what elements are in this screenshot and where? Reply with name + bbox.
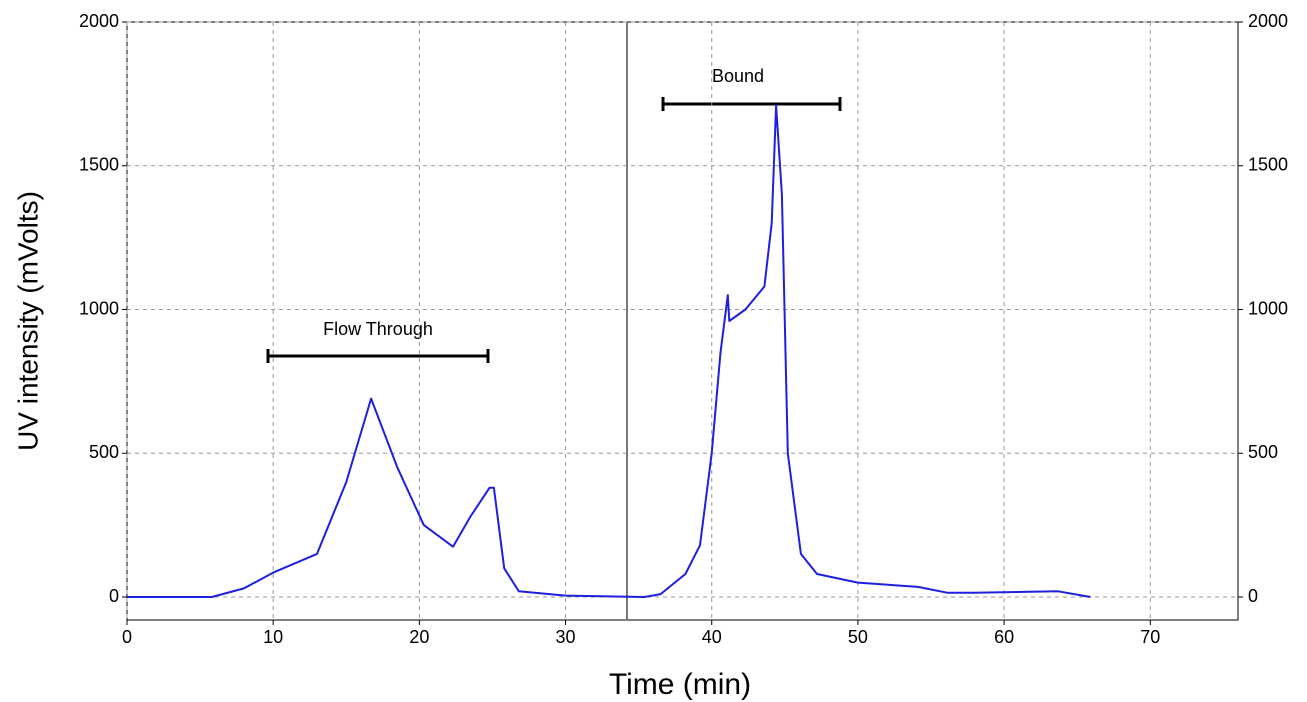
y2-tick-label: 2000 [1248,11,1288,31]
x-axis-label: Time (min) [609,668,751,701]
annotation-flow-through: Flow Through [266,319,490,363]
y-tick-label: 1000 [79,298,119,318]
annotation: Bound [712,66,764,86]
y2-tick-label: 500 [1248,442,1278,462]
y-tick-label: 500 [89,442,119,462]
x-tick-label: 40 [702,627,722,647]
y2-tick-label: 1000 [1248,298,1288,318]
x-tick-label: 30 [556,627,576,647]
x-tick-label: 0 [122,627,132,647]
x-tick-label: 50 [848,627,868,647]
annotation: Flow Through [323,319,433,339]
y-tick-label: 1500 [79,155,119,175]
y-tick-label: 2000 [79,11,119,31]
plot-frame [126,21,1239,621]
y-tick-label: 0 [109,586,119,606]
x-tick-label: 60 [994,627,1014,647]
y2-tick-label: 1500 [1248,155,1288,175]
annotation-bound: Bound [661,66,842,111]
x-tick-label: 10 [263,627,283,647]
x-tick-label: 70 [1140,627,1160,647]
data-line [127,104,1091,598]
x-tick-label: 20 [409,627,429,647]
y2-tick-label: 0 [1248,586,1258,606]
y-axis-label: UV intensity (mVolts) [12,191,43,451]
